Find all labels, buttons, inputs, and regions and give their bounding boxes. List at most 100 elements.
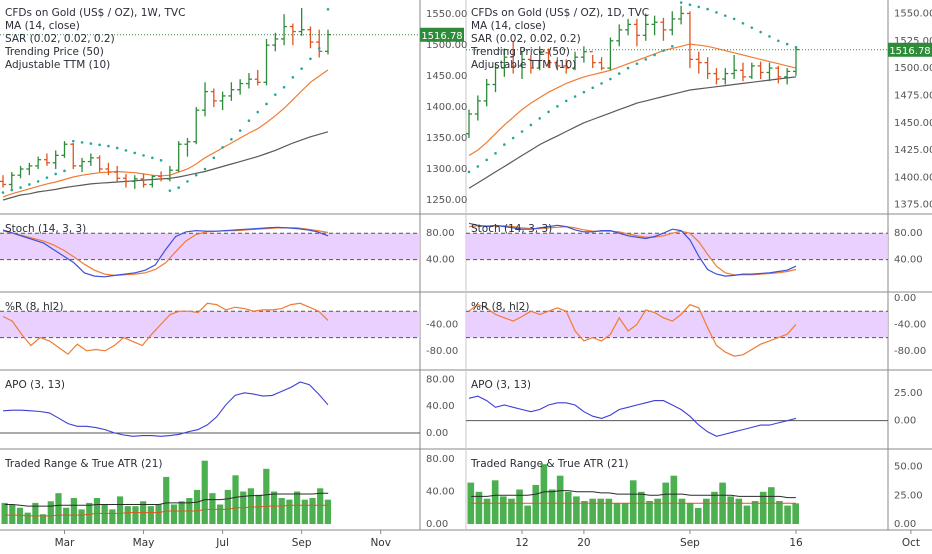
sar-dot	[635, 62, 639, 66]
price-tick-label: 1500.00	[894, 63, 932, 74]
tr-bar	[55, 493, 62, 524]
sar-dot	[617, 72, 621, 75]
sar-dot	[230, 137, 233, 141]
tr-bar	[16, 507, 24, 524]
last-price-tag	[420, 27, 464, 42]
sar-dot	[511, 136, 515, 140]
sar-dot	[529, 123, 533, 127]
tr-bar	[759, 491, 767, 524]
sar-dot	[309, 57, 312, 61]
sar-dot	[291, 76, 295, 79]
tr-bar	[621, 503, 629, 524]
sar-dot	[670, 44, 674, 48]
indicator-legend: SAR (0.02, 0.02, 0.2)	[5, 33, 115, 45]
sar-dot	[203, 167, 207, 171]
sar-dot	[326, 7, 330, 11]
stoch-band	[466, 233, 888, 260]
wr-tick-label: 0.00	[894, 293, 916, 304]
price-tick-label: 1350.00	[426, 133, 467, 144]
tr-bar	[132, 506, 139, 524]
tr-bar	[78, 509, 85, 524]
tr-bar	[294, 491, 301, 524]
ma-line	[2, 69, 329, 198]
tr-bar	[178, 501, 185, 524]
tr-bar	[499, 496, 507, 524]
sar-dot	[706, 7, 709, 11]
time-axis-label: Sep	[292, 537, 312, 549]
stoch-k-line	[2, 226, 329, 278]
stoch-legend: Stoch (14, 3, 3)	[5, 223, 86, 235]
tr-bar	[255, 494, 262, 524]
sar-dot	[89, 142, 93, 145]
sar-dot	[547, 110, 550, 114]
sar-dot	[777, 39, 780, 43]
tr-bar	[201, 460, 208, 524]
time-axis-label: Sep	[680, 537, 700, 549]
indicator-legend: SAR (0.02, 0.02, 0.2)	[471, 33, 581, 45]
tr-bar	[589, 498, 596, 524]
tr-bar	[1, 502, 8, 524]
tr-bar	[286, 499, 293, 524]
sar-dot	[582, 90, 586, 94]
sar-dot	[212, 156, 216, 160]
tr-bar	[581, 501, 588, 524]
atr-tick-label: 50.00	[894, 462, 923, 473]
tr-bar	[524, 505, 531, 524]
sar-dot	[768, 35, 771, 38]
sar-dot	[115, 146, 119, 150]
atr-legend: Traded Range & True ATR (21)	[4, 458, 163, 470]
sar-dot	[98, 143, 101, 147]
time-axis-label: 12	[515, 537, 528, 549]
sar-dot	[45, 176, 49, 179]
sar-dot	[265, 102, 268, 106]
apo-line	[2, 381, 329, 437]
sar-dot	[194, 173, 198, 177]
sar-dot	[538, 117, 542, 120]
tr-bar	[324, 499, 331, 524]
time-axis-label: 16	[789, 537, 803, 549]
tr-bar	[711, 491, 718, 524]
tr-bar	[309, 498, 316, 524]
wr-tick-label: -40.00	[426, 319, 458, 330]
ttm-line	[2, 131, 329, 201]
sar-dot	[564, 99, 568, 103]
tr-bar	[516, 489, 523, 524]
sar-dot	[133, 151, 137, 155]
sar-dot	[750, 26, 754, 29]
time-axis-label: Oct	[902, 537, 920, 549]
apo-tick-label: 0.00	[894, 416, 916, 427]
sar-dot	[759, 30, 762, 34]
tr-bar	[483, 498, 491, 524]
indicator-legend: Adjustable TTM (10)	[471, 59, 576, 71]
tr-bar	[703, 498, 710, 524]
indicator-legend: Trending Price (50)	[470, 46, 570, 58]
time-axis-label: Nov	[370, 537, 391, 549]
sar-dot	[238, 129, 242, 132]
sar-dot	[785, 42, 789, 46]
tr-bar	[605, 498, 613, 524]
wr-legend: %R (8, hl2)	[5, 301, 63, 313]
tr-bar	[209, 493, 216, 524]
tr-bar	[784, 505, 791, 524]
price-tick-label: 1525.00	[894, 36, 932, 47]
tr-bar	[686, 503, 694, 524]
sar-dot	[732, 17, 736, 21]
tr-bar	[597, 498, 605, 524]
sar-dot	[28, 183, 31, 186]
sar-dot	[573, 95, 577, 98]
tr-bar	[109, 509, 116, 524]
sar-dot	[556, 105, 559, 108]
tr-bar	[39, 514, 47, 524]
apo-legend: APO (3, 13)	[471, 379, 531, 391]
tr-bar	[573, 496, 580, 524]
tr-bar	[792, 503, 799, 524]
sar-dot	[741, 22, 745, 25]
tr-bar	[735, 498, 743, 524]
sar-dot	[124, 149, 128, 152]
indicator-legend: Trending Price (50)	[4, 46, 104, 58]
price-tick-label: 1450.00	[894, 118, 932, 129]
tr-bar	[147, 506, 154, 524]
tr-bar	[193, 489, 201, 524]
price-tick-label: 1450.00	[426, 71, 467, 82]
